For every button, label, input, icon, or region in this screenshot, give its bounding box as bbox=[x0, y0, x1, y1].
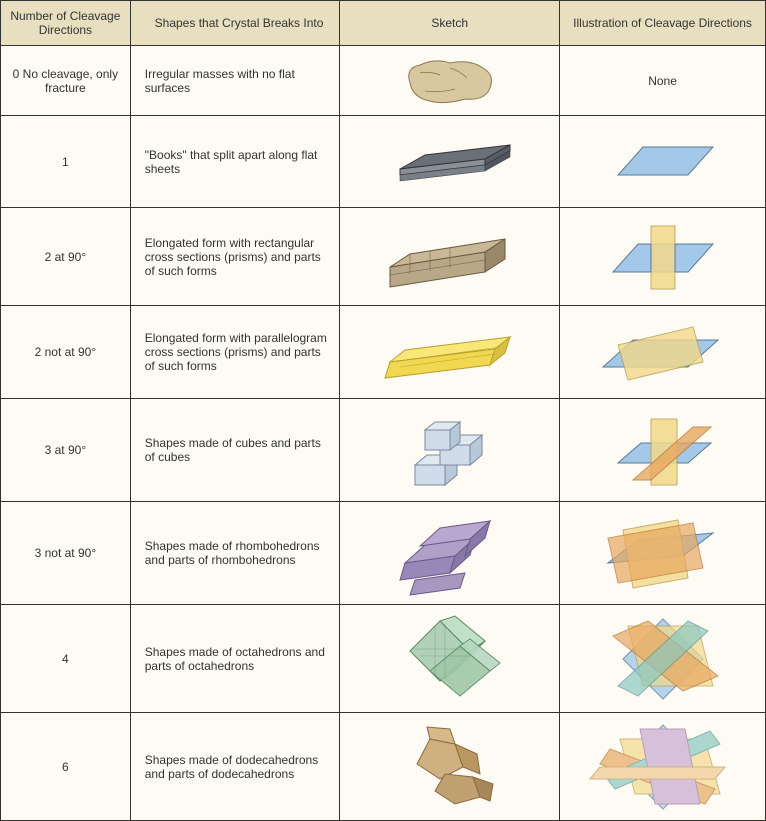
cell-shape: Shapes made of cubes and parts of cubes bbox=[130, 399, 340, 502]
cleavage-table: Number of Cleavage Directions Shapes tha… bbox=[0, 0, 766, 821]
cell-num: 2 at 90° bbox=[1, 208, 131, 306]
cell-shape: Elongated form with rectangular cross se… bbox=[130, 208, 340, 306]
table-row: 2 not at 90° Elongated form with paralle… bbox=[1, 306, 766, 399]
table-row: 6 Shapes made of dodecahedrons and parts… bbox=[1, 713, 766, 821]
sketch-irregular-mass-icon bbox=[395, 53, 505, 108]
cell-shape: Shapes made of dodecahedrons and parts o… bbox=[130, 713, 340, 821]
cell-illus: None bbox=[560, 46, 766, 116]
cell-illus bbox=[560, 399, 766, 502]
illus-three-planes-90-icon bbox=[593, 405, 733, 495]
cell-shape: Irregular masses with no flat surfaces bbox=[130, 46, 340, 116]
cell-shape: "Books" that split apart along flat shee… bbox=[130, 116, 340, 208]
table-row: 3 at 90° Shapes made of cubes and parts … bbox=[1, 399, 766, 502]
cell-num: 0 No cleavage, only fracture bbox=[1, 46, 131, 116]
sketch-parallelogram-prism-icon bbox=[375, 317, 525, 387]
illus-two-planes-not90-icon bbox=[588, 312, 738, 392]
table-row: 4 Shapes made of octahedrons and parts o… bbox=[1, 605, 766, 713]
illus-four-planes-icon bbox=[588, 611, 738, 706]
cell-illus bbox=[560, 713, 766, 821]
cell-num: 6 bbox=[1, 713, 131, 821]
table-row: 2 at 90° Elongated form with rectangular… bbox=[1, 208, 766, 306]
sketch-book-sheets-icon bbox=[380, 127, 520, 197]
header-col2: Shapes that Crystal Breaks Into bbox=[130, 1, 340, 46]
cell-num: 3 at 90° bbox=[1, 399, 131, 502]
illus-two-planes-90-icon bbox=[593, 214, 733, 299]
cell-sketch bbox=[340, 605, 560, 713]
cell-num: 3 not at 90° bbox=[1, 502, 131, 605]
header-col1: Number of Cleavage Directions bbox=[1, 1, 131, 46]
sketch-rect-prism-icon bbox=[375, 217, 525, 297]
cell-num: 4 bbox=[1, 605, 131, 713]
header-col3: Sketch bbox=[340, 1, 560, 46]
cell-shape: Shapes made of rhombohedrons and parts o… bbox=[130, 502, 340, 605]
cell-sketch bbox=[340, 208, 560, 306]
illus-none-text: None bbox=[648, 74, 677, 88]
cell-num: 2 not at 90° bbox=[1, 306, 131, 399]
header-col4: Illustration of Cleavage Directions bbox=[560, 1, 766, 46]
sketch-cubes-icon bbox=[385, 405, 515, 495]
table-row: 0 No cleavage, only fracture Irregular m… bbox=[1, 46, 766, 116]
illus-three-planes-not90-icon bbox=[588, 508, 738, 598]
cell-illus bbox=[560, 208, 766, 306]
cell-illus bbox=[560, 116, 766, 208]
cell-sketch bbox=[340, 306, 560, 399]
table-row: 1 "Books" that split apart along flat sh… bbox=[1, 116, 766, 208]
illus-one-plane-icon bbox=[598, 127, 728, 197]
cell-illus bbox=[560, 502, 766, 605]
cell-illus bbox=[560, 306, 766, 399]
cell-sketch bbox=[340, 399, 560, 502]
cell-shape: Shapes made of octahedrons and parts of … bbox=[130, 605, 340, 713]
sketch-rhombohedrons-icon bbox=[380, 508, 520, 598]
cell-sketch bbox=[340, 46, 560, 116]
cell-sketch bbox=[340, 713, 560, 821]
header-row: Number of Cleavage Directions Shapes tha… bbox=[1, 1, 766, 46]
cell-sketch bbox=[340, 116, 560, 208]
cell-num: 1 bbox=[1, 116, 131, 208]
sketch-octahedrons-icon bbox=[390, 611, 510, 706]
cell-illus bbox=[560, 605, 766, 713]
table-row: 3 not at 90° Shapes made of rhombohedron… bbox=[1, 502, 766, 605]
cell-shape: Elongated form with parallelogram cross … bbox=[130, 306, 340, 399]
cell-sketch bbox=[340, 502, 560, 605]
